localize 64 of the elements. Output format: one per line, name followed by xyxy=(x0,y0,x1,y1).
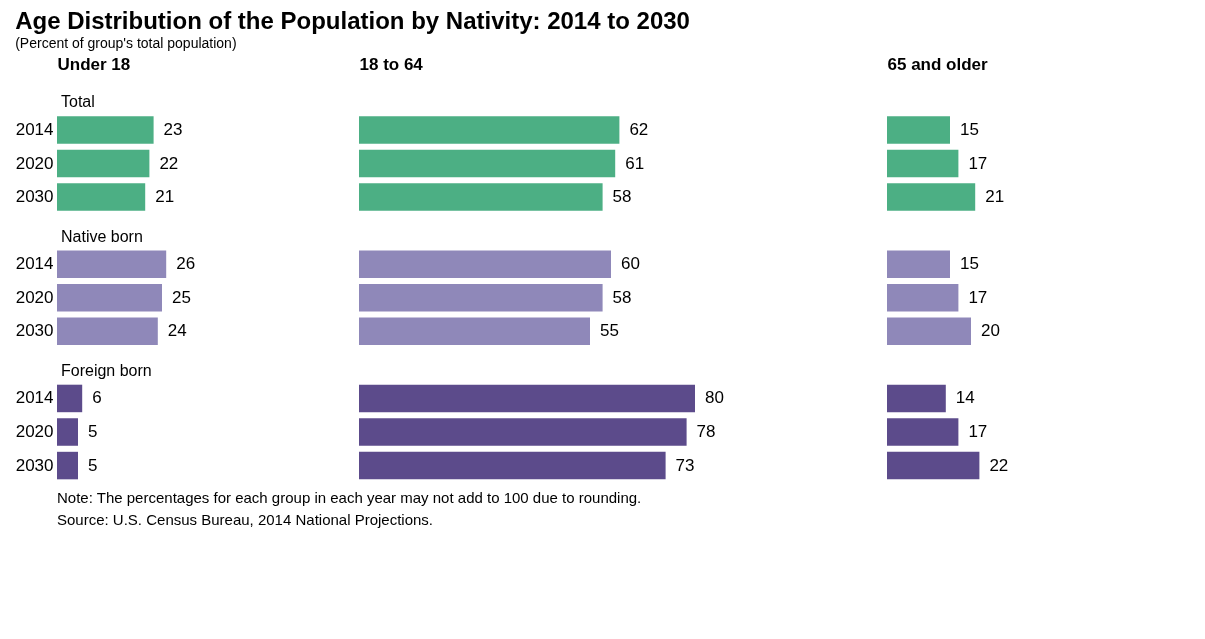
bar xyxy=(887,384,946,413)
data-label: 14 xyxy=(955,388,975,408)
bar xyxy=(887,451,980,480)
data-label: 23 xyxy=(163,119,183,139)
data-label: 22 xyxy=(989,455,1009,475)
data-label: 55 xyxy=(600,321,619,341)
data-label: 21 xyxy=(985,187,1005,207)
bar xyxy=(887,418,959,446)
x-axis-title: 65 and older xyxy=(887,54,989,74)
bar xyxy=(887,250,950,278)
data-label: 58 xyxy=(612,287,632,307)
y-tick-label: 2030 xyxy=(15,187,54,207)
y-tick-label: 2014 xyxy=(15,388,54,408)
source-note: Source: U.S. Census Bureau, 2014 National Projections. xyxy=(57,511,434,528)
data-label: 21 xyxy=(155,187,175,207)
data-label: 17 xyxy=(968,422,988,442)
y-tick-label: 2020 xyxy=(15,153,54,173)
bar xyxy=(359,451,666,480)
data-label: 20 xyxy=(981,321,1000,341)
bar xyxy=(887,116,950,144)
data-label: 6 xyxy=(92,388,102,408)
bar xyxy=(359,250,611,278)
data-label: 80 xyxy=(705,388,724,408)
bar xyxy=(359,284,603,312)
data-label: 5 xyxy=(88,455,98,475)
bar xyxy=(359,317,590,346)
x-axis-title: 18 to 64 xyxy=(359,54,424,74)
data-label: 58 xyxy=(612,187,632,207)
series-label: Total xyxy=(61,93,95,111)
data-label: 15 xyxy=(960,254,979,274)
y-tick-label: 2020 xyxy=(15,287,54,307)
data-label: 5 xyxy=(88,422,98,442)
annotation: Note: The percentages for each group in each year may not add to 100 due to rounding. xyxy=(57,489,642,506)
series-label: Foreign born xyxy=(61,361,152,379)
data-label: 15 xyxy=(960,119,979,139)
series-label: Native born xyxy=(61,227,143,245)
y-tick-label: 2014 xyxy=(15,254,54,274)
bar xyxy=(887,149,959,178)
text: Age Distribution of the Population by Nativity: 2014 to 2030 xyxy=(15,7,690,34)
data-label: 25 xyxy=(172,287,191,307)
bar xyxy=(887,284,959,312)
x-axis-title: Under 18 xyxy=(57,54,131,74)
data-label: 62 xyxy=(629,119,649,139)
data-label: 73 xyxy=(675,455,695,475)
y-tick-label: 2014 xyxy=(15,119,54,139)
bar xyxy=(359,183,603,211)
bar xyxy=(359,418,687,446)
data-label: 17 xyxy=(968,287,988,307)
data-label: 61 xyxy=(625,153,645,173)
y-tick-label: 2020 xyxy=(15,422,54,442)
chart-subtitle: (Percent of group's total population) xyxy=(15,35,237,51)
bar xyxy=(887,183,976,211)
y-tick-label: 2030 xyxy=(15,321,54,341)
data-label: 22 xyxy=(159,153,179,173)
bar xyxy=(359,149,616,178)
bar xyxy=(887,317,971,346)
bar xyxy=(359,116,620,144)
data-label: 26 xyxy=(176,254,196,274)
y-tick-label: 2030 xyxy=(15,455,54,475)
data-label: 60 xyxy=(621,254,640,274)
data-label: 24 xyxy=(167,321,187,341)
bar xyxy=(359,384,695,413)
data-label: 17 xyxy=(968,153,988,173)
data-label: 78 xyxy=(696,422,716,442)
